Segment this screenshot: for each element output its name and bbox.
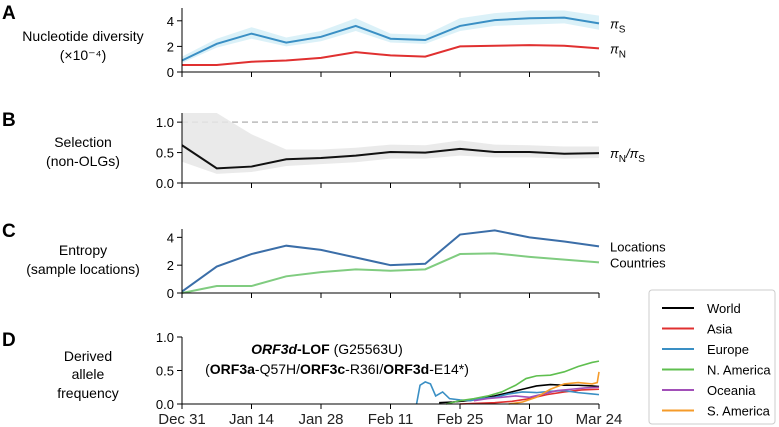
annotation-part-0: ( [205, 361, 210, 377]
series-label-b-0: πN/πS [610, 146, 645, 165]
panel-d: 0.0 0.5 1.0 Dec 31 Jan 14 Jan 28 Feb 11 Feb 25 M… [156, 330, 622, 427]
ytick-label-d-1: 0.5 [156, 364, 174, 379]
panel-a: 0 2 4 πS πN [167, 8, 626, 80]
series-a--s [181, 16, 600, 62]
ytick-label-b-2: 1.0 [156, 115, 174, 130]
ytick-label-c-1: 2 [167, 258, 174, 273]
ylabel-c-line1: Entropy [59, 242, 107, 258]
annotation-part-5: ORF3d [383, 361, 429, 377]
series-b--n-s [181, 144, 600, 170]
annotation-part-3: ORF3c [300, 361, 345, 377]
series-c-countries [181, 252, 600, 294]
xtick-label-6: Mar 24 [576, 411, 623, 427]
xtick-label-2: Jan 28 [298, 411, 343, 427]
panel-b: 0.0 0.5 1.0 πN/πS [156, 113, 645, 191]
series-d-s-america [508, 371, 600, 405]
legend-label-europe: Europe [707, 342, 749, 357]
ytick-label-d-0: 0.0 [156, 397, 174, 412]
legend-label-n-america: N. America [707, 363, 771, 378]
ytick-label-c-0: 0 [167, 286, 174, 301]
xtick-label-4: Feb 25 [437, 411, 484, 427]
annotation-line1: ORF3d-LOF (G25563U) [251, 341, 403, 357]
annotation-part-2: -Q57H/ [255, 361, 300, 377]
ylabel-d-line3: frequency [57, 385, 118, 401]
ytick-label-a-0: 0 [167, 65, 174, 80]
ytick-label-b-1: 0.5 [156, 146, 174, 161]
band-a-0 [182, 10, 599, 64]
series-label-c-1: Countries [610, 255, 666, 270]
xtick-label-0: Dec 31 [158, 411, 206, 427]
legend-label-oceania: Oceania [707, 383, 756, 398]
ylabel-a-line2: (×10⁻⁴) [60, 47, 106, 63]
legend-label-world: World [707, 301, 741, 316]
ylabel-a-line1: Nucleotide diversity [22, 28, 143, 44]
panel-label-a: A [2, 3, 16, 24]
annotation-part-1: ORF3a [210, 361, 255, 377]
ylabel-b-line2: (non-OLGs) [46, 153, 120, 169]
panel-label-d: D [2, 330, 16, 351]
xtick-label-1: Jan 14 [229, 411, 274, 427]
series-label-c-0: Locations [610, 239, 666, 254]
legend-label-s-america: S. America [707, 404, 771, 419]
ylabel-c-line2: (sample locations) [26, 261, 140, 277]
ytick-label-c-2: 4 [167, 230, 174, 245]
annotation-lof: -LOF [297, 341, 330, 357]
ytick-label-b-0: 0.0 [156, 176, 174, 191]
series-label-a-1: πN [610, 41, 626, 60]
xtick-label-3: Feb 11 [368, 411, 414, 427]
ylabel-b-line1: Selection [54, 134, 112, 150]
series-a--n [182, 44, 600, 66]
ytick-label-d-2: 1.0 [156, 330, 174, 345]
annotation-part-6: -E14*) [429, 361, 469, 377]
series-d-n-america [445, 360, 600, 405]
ylabel-d-line2: allele [72, 366, 105, 382]
annotation-gene: ORF3d [251, 341, 297, 357]
series-d-asia [459, 388, 600, 405]
annotation-line2: (ORF3a-Q57H/ORF3c-R36I/ORF3d-E14*) [205, 361, 469, 377]
legend-label-asia: Asia [707, 322, 733, 337]
panel-label-c: C [2, 221, 16, 242]
ytick-label-a-2: 4 [167, 14, 174, 29]
ytick-label-a-1: 2 [167, 39, 174, 54]
legend: World Asia Europe N. America Oceania S. Ameri… [648, 289, 776, 425]
panel-label-b: B [2, 110, 16, 131]
series-d-oceania [473, 386, 600, 402]
series-label-a-0: πS [610, 16, 626, 35]
series-c-locations [181, 229, 600, 293]
ylabel-d-line1: Derived [64, 348, 112, 364]
xtick-label-5: Mar 10 [506, 411, 553, 427]
annotation-part-4: -R36I/ [345, 361, 383, 377]
annotation-mutation: (G25563U) [330, 341, 403, 357]
